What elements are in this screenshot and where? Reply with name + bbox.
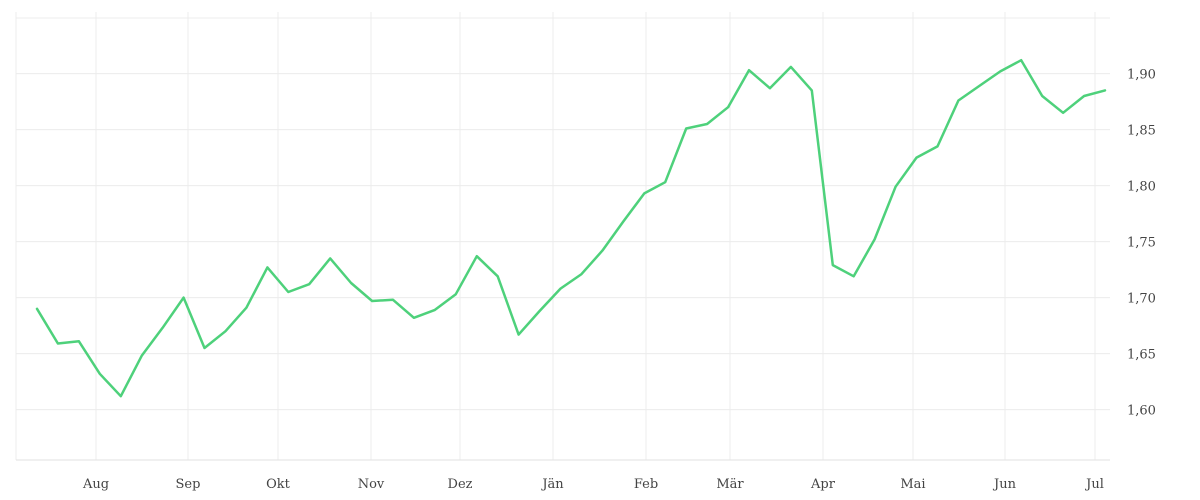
- axis-layer: Aug Sep Okt Nov Dez Jän Feb Mär Apr Mai Jun Jul 1,60…: [16, 68, 1156, 492]
- x-tick-label: Mai: [900, 477, 925, 492]
- y-tick-label: 1,75: [1127, 236, 1156, 251]
- x-tick-label: Dez: [448, 477, 473, 492]
- x-tick-label: Mär: [716, 477, 744, 492]
- x-tick-label: Aug: [82, 477, 109, 492]
- y-tick-label: 1,65: [1127, 348, 1156, 363]
- x-tick-label: Feb: [634, 477, 658, 492]
- y-tick-label: 1,70: [1127, 292, 1156, 307]
- x-tick-label: Nov: [358, 477, 385, 492]
- x-tick-label: Sep: [176, 477, 201, 492]
- y-tick-label: 1,60: [1127, 404, 1156, 419]
- y-tick-label: 1,80: [1127, 180, 1156, 195]
- y-tick-label: 1,90: [1127, 68, 1156, 83]
- x-tick-label: Jun: [992, 477, 1017, 492]
- grid-layer: [15, 12, 1110, 460]
- x-tick-label: Apr: [810, 477, 836, 492]
- x-tick-label: Jän: [540, 477, 564, 492]
- series-line: [35, 58, 1107, 398]
- y-tick-label: 1,85: [1127, 124, 1156, 139]
- x-tick-label: Jul: [1084, 477, 1104, 492]
- x-tick-label: Okt: [266, 477, 291, 492]
- series-layer: [35, 58, 1107, 398]
